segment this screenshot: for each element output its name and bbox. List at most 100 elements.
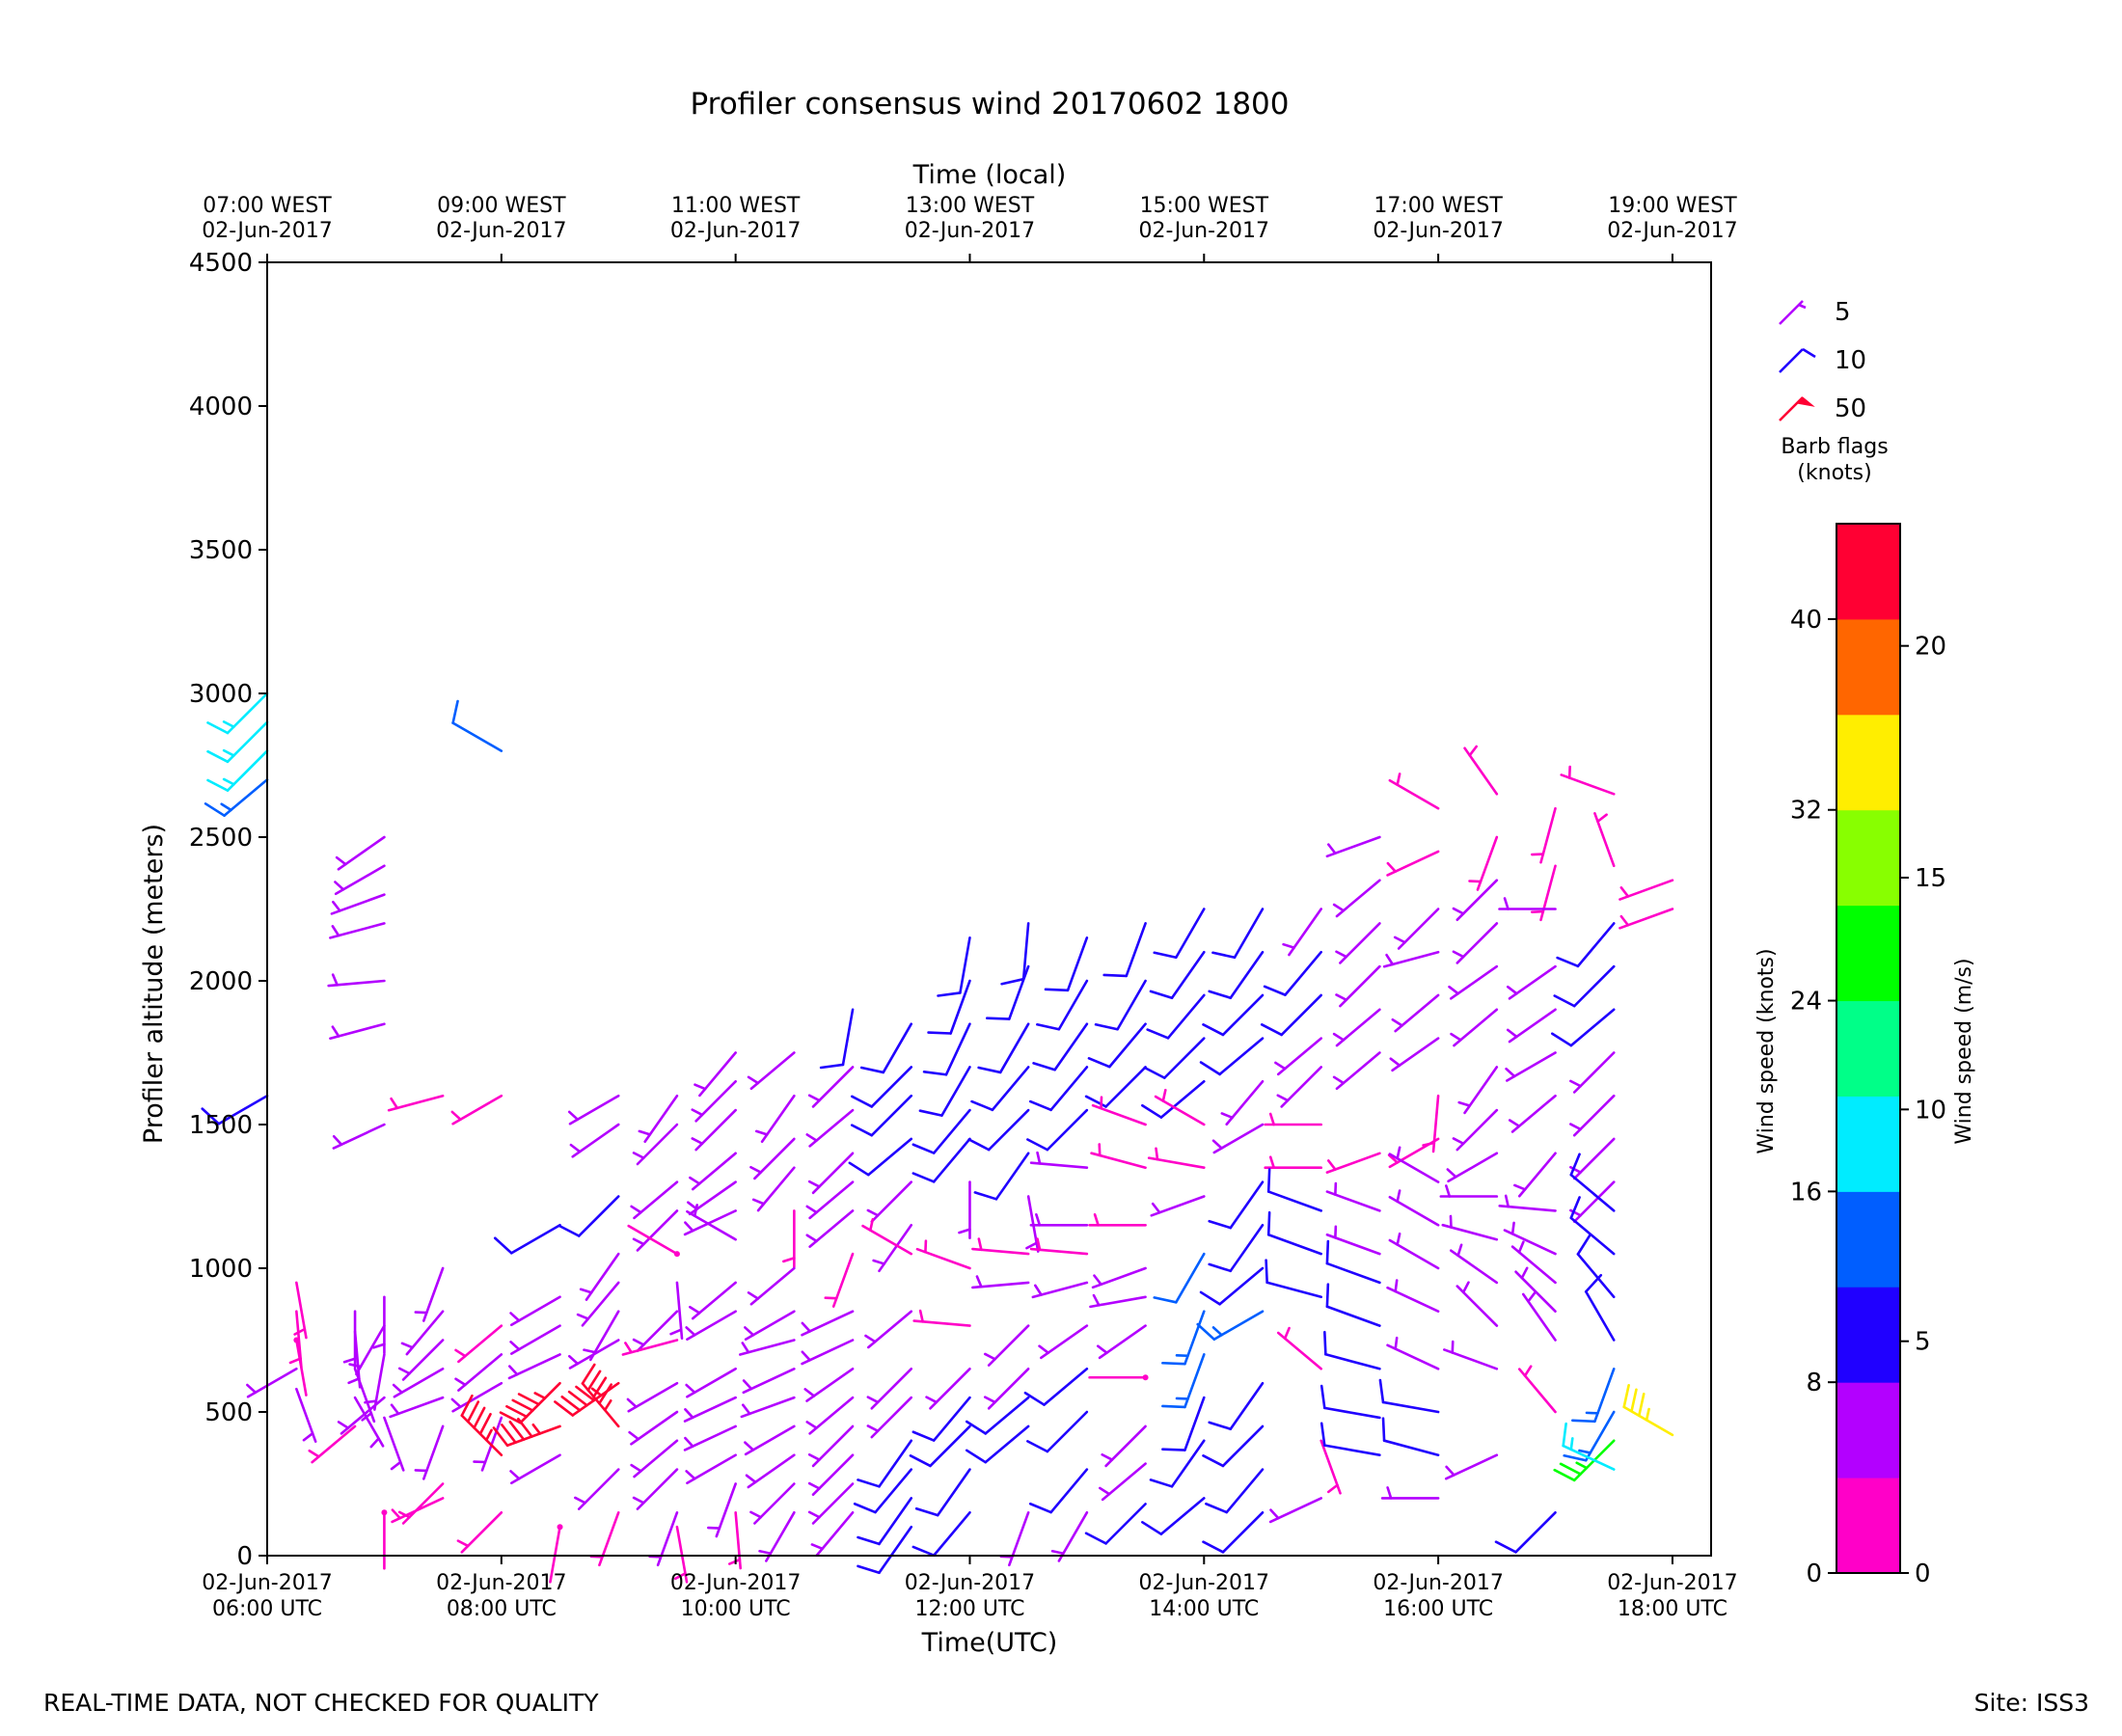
barb-half (741, 1403, 751, 1416)
barb-full (1087, 1057, 1111, 1069)
wind-barb (971, 1237, 1030, 1256)
wind-barb (859, 1022, 913, 1074)
barb-half (1151, 1202, 1161, 1214)
barb-shaft (1174, 1252, 1206, 1304)
wind-barb (810, 1511, 855, 1558)
barb-shaft (867, 1137, 913, 1177)
barb-half (574, 1496, 586, 1505)
barb-half (1393, 936, 1406, 944)
x-tick-time: 14:00 UTC (1149, 1597, 1259, 1621)
barb-half (1283, 1326, 1291, 1341)
wind-barb (727, 1511, 742, 1570)
wind-barb (861, 1218, 913, 1256)
barb-full (592, 1376, 608, 1398)
barb-full (505, 1404, 529, 1419)
barb-shaft (878, 1525, 913, 1575)
barb-half (1445, 1465, 1455, 1477)
profile-column (1084, 922, 1149, 1545)
barb-half (1394, 1279, 1399, 1293)
barb-shaft (841, 1008, 855, 1067)
barb-shaft (940, 1066, 971, 1117)
barb-full (1266, 1168, 1271, 1193)
wind-barb (751, 1166, 796, 1212)
barb-half (866, 1396, 880, 1404)
wind-barb (1325, 1225, 1381, 1256)
wind-barb (1443, 1340, 1499, 1370)
barb-full (558, 1224, 581, 1237)
wind-barb (450, 1381, 503, 1413)
wind-barb (1517, 1365, 1557, 1414)
wind-barb (1622, 1383, 1674, 1437)
barb-half (727, 1558, 742, 1565)
barb-shaft (1116, 979, 1147, 1031)
barb-full (516, 1417, 533, 1438)
barb-half (456, 1539, 470, 1548)
barb-half (747, 1075, 760, 1085)
x-tick-date: 02-Jun-2017 (1373, 1571, 1503, 1595)
barb-half (1335, 993, 1348, 1002)
barb-full (204, 802, 226, 817)
barb-full (985, 1017, 1011, 1020)
barb-half (1506, 1028, 1518, 1039)
barb-half (747, 1291, 760, 1300)
barb-full (554, 1400, 575, 1417)
barb-full (1265, 1259, 1268, 1285)
barb-half (624, 1342, 633, 1354)
wind-barb (1260, 993, 1323, 1037)
wind-barb (1455, 1281, 1499, 1327)
wind-barb (740, 1396, 796, 1419)
x-tick-date: 02-Jun-2017 (905, 1571, 1035, 1595)
barb-half (331, 925, 340, 937)
barb-half (801, 1321, 811, 1333)
wind-barb (669, 1281, 684, 1340)
wind-barb (807, 1453, 855, 1497)
wind-barb (1026, 1108, 1089, 1152)
barb-half (742, 1379, 753, 1391)
wind-barb (1446, 1152, 1499, 1183)
barb-shaft (1053, 1022, 1089, 1071)
barb-half (1269, 1508, 1280, 1520)
profile-column (739, 1051, 796, 1562)
barb-shaft (870, 1066, 913, 1108)
barb-shaft (1170, 950, 1206, 1000)
wind-barb (965, 1424, 1030, 1464)
barb-full (508, 1421, 526, 1441)
x-tick-time: 12:00 UTC (914, 1597, 1024, 1621)
barb-half (1101, 1452, 1114, 1461)
barb-shaft (987, 1108, 1030, 1152)
wind-barb (1553, 964, 1616, 1008)
barb-full (965, 1449, 988, 1464)
wind-barb (1276, 1326, 1323, 1370)
barb-half (390, 1403, 400, 1416)
barb-half (531, 1423, 542, 1435)
wind-barb (626, 1381, 679, 1413)
wind-barb (648, 1511, 679, 1567)
profile-column (909, 936, 971, 1558)
wind-barb (1325, 1181, 1381, 1212)
wind-barb (1452, 922, 1499, 964)
barb-half (1274, 1061, 1287, 1071)
barb-full (1266, 1210, 1271, 1236)
barb-shaft (984, 1424, 1030, 1464)
wind-barb (807, 1152, 855, 1195)
barb-full (1153, 1296, 1178, 1304)
wind-barb (1091, 1266, 1147, 1289)
colorbar-ms-label: 5 (1915, 1328, 1931, 1357)
barb-full (560, 1395, 582, 1412)
wind-barb (492, 1417, 561, 1448)
top-tick-date: 02-Jun-2017 (436, 219, 566, 243)
legend-label: 5 (1835, 298, 1851, 327)
profile-column (201, 692, 269, 1126)
barb-full (1563, 1453, 1588, 1462)
x-tick-time: 10:00 UTC (681, 1597, 791, 1621)
wind-barb (1149, 1439, 1206, 1488)
wind-barb (1263, 950, 1323, 996)
wind-barb (1562, 1422, 1616, 1471)
wind-barb (807, 1066, 855, 1108)
wind-barb (807, 1482, 855, 1525)
barb-shaft (1221, 1424, 1265, 1468)
wind-barb (1335, 922, 1381, 964)
barb-full (1032, 1062, 1056, 1071)
profile-column (1141, 908, 1206, 1535)
barb-half (977, 1237, 983, 1252)
